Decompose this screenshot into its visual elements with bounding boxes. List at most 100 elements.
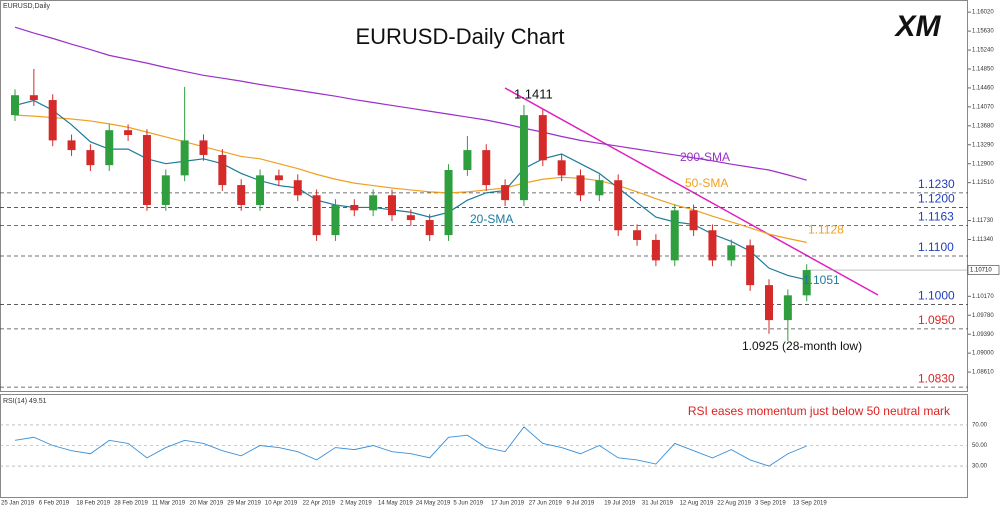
candle-body — [29, 95, 38, 101]
y-tick-label: 1.12510 — [972, 180, 994, 186]
rsi-annotation: RSI eases momentum just below 50 neutral… — [688, 404, 951, 418]
x-tick-label: 12 Aug 2019 — [680, 501, 714, 507]
price-panel — [0, 0, 968, 392]
candle-body — [369, 195, 378, 211]
candle-body — [576, 175, 585, 196]
candle-body — [765, 285, 773, 321]
x-tick-label: 27 Jun 2019 — [529, 501, 563, 507]
rsi-tick-label: 50.00 — [972, 443, 988, 449]
y-tick-label: 1.13290 — [972, 142, 994, 148]
y-tick-label: 1.14850 — [972, 67, 994, 73]
x-tick-label: 6 Feb 2019 — [39, 501, 70, 507]
x-tick-label: 22 Apr 2019 — [303, 501, 336, 507]
x-tick-label: 5 Jun 2019 — [453, 501, 483, 507]
y-tick-label: 1.13680 — [972, 123, 994, 129]
candle-body — [237, 185, 246, 205]
annotation: 1.0925 (28-month low) — [742, 339, 862, 353]
candle-body — [614, 180, 623, 231]
candle-body — [519, 115, 528, 201]
candle-body — [444, 170, 453, 236]
candle-body — [463, 150, 472, 171]
last-price-box — [967, 265, 1000, 275]
x-tick-label: 29 Mar 2019 — [227, 501, 261, 507]
series-label: 50-SMA — [685, 176, 728, 190]
candle-body — [274, 175, 283, 181]
candle-body — [388, 195, 396, 216]
candle-body — [746, 245, 755, 286]
x-tick-label: 28 Feb 2019 — [114, 501, 148, 507]
candle-body — [86, 150, 95, 166]
x-tick-label: 25 Jan 2019 — [1, 501, 35, 507]
series-label: 200-SMA — [680, 150, 730, 164]
y-tick-label: 1.12900 — [972, 161, 994, 167]
candle-body — [670, 210, 679, 261]
candle-body — [331, 204, 340, 236]
rsi-tick-label: 70.00 — [972, 422, 988, 428]
candle-body — [256, 175, 265, 205]
y-tick-label: 1.15240 — [972, 48, 994, 54]
candle-body — [425, 220, 434, 236]
y-tick-label: 1.09000 — [972, 351, 994, 357]
candle-body — [651, 239, 660, 261]
y-tick-label: 1.09390 — [972, 332, 994, 338]
annotation: 1.1051 — [803, 273, 840, 287]
candle-body — [67, 140, 76, 151]
x-tick-label: 19 Jul 2019 — [604, 501, 636, 507]
level-label: 1.0830 — [918, 371, 955, 385]
y-tick-label: 1.15630 — [972, 29, 994, 35]
candle-body — [538, 115, 547, 161]
y-tick-label: 1.11340 — [972, 237, 994, 243]
logo: XM — [894, 10, 942, 43]
candle-body — [142, 135, 151, 205]
x-tick-label: 13 Sep 2019 — [793, 501, 828, 507]
x-tick-label: 22 Aug 2019 — [717, 501, 751, 507]
y-tick-label: 1.10170 — [972, 294, 994, 300]
candle-body — [633, 230, 642, 240]
x-tick-label: 31 Jul 2019 — [642, 501, 674, 507]
candle-body — [312, 195, 321, 236]
sma-line — [14, 26, 807, 181]
candle-body — [406, 215, 415, 221]
level-label: 1.1100 — [918, 240, 954, 254]
y-tick-label: 1.11730 — [972, 218, 994, 224]
x-tick-label: 24 May 2019 — [416, 501, 451, 507]
x-tick-label: 9 Jul 2019 — [567, 501, 595, 507]
annotation: 1.1128 — [808, 223, 844, 237]
candle-body — [218, 154, 227, 186]
candle-body — [199, 140, 208, 155]
x-tick-label: 3 Sep 2019 — [755, 501, 786, 507]
level-label: 1.1230 — [918, 177, 955, 191]
rsi-line — [14, 426, 807, 467]
candle-body — [727, 245, 736, 261]
rsi-tick-label: 30.00 — [972, 464, 988, 470]
rsi-label: RSI(14) 49.51 — [3, 398, 47, 405]
candle-body — [105, 130, 114, 166]
level-label: 1.1000 — [918, 289, 955, 303]
candle-body — [557, 160, 566, 176]
x-tick-label: 14 May 2019 — [378, 501, 413, 507]
candle-body — [783, 295, 792, 321]
candle-body — [802, 270, 811, 296]
candle-body — [11, 95, 19, 116]
candle-body — [293, 180, 302, 196]
y-tick-label: 1.08610 — [972, 370, 994, 376]
chart-subtitle: EURUSD,Daily — [3, 3, 51, 10]
y-tick-label: 1.14460 — [972, 85, 994, 91]
candle-body — [48, 100, 57, 141]
last-price-label: 1.10710 — [970, 268, 992, 274]
candle-body — [501, 185, 510, 201]
y-tick-label: 1.09780 — [972, 313, 994, 319]
x-tick-label: 18 Feb 2019 — [76, 501, 110, 507]
level-label: 1.0950 — [918, 313, 955, 327]
level-label: 1.1200 — [918, 192, 955, 206]
candle-body — [595, 180, 604, 196]
candle-body — [124, 130, 133, 136]
trend-line — [504, 87, 879, 296]
rsi-panel — [0, 394, 968, 498]
candle-body — [180, 140, 189, 176]
series-label: 20-SMA — [470, 212, 513, 226]
y-tick-label: 1.16020 — [972, 10, 994, 16]
chart-title: EURUSD-Daily Chart — [355, 24, 564, 49]
